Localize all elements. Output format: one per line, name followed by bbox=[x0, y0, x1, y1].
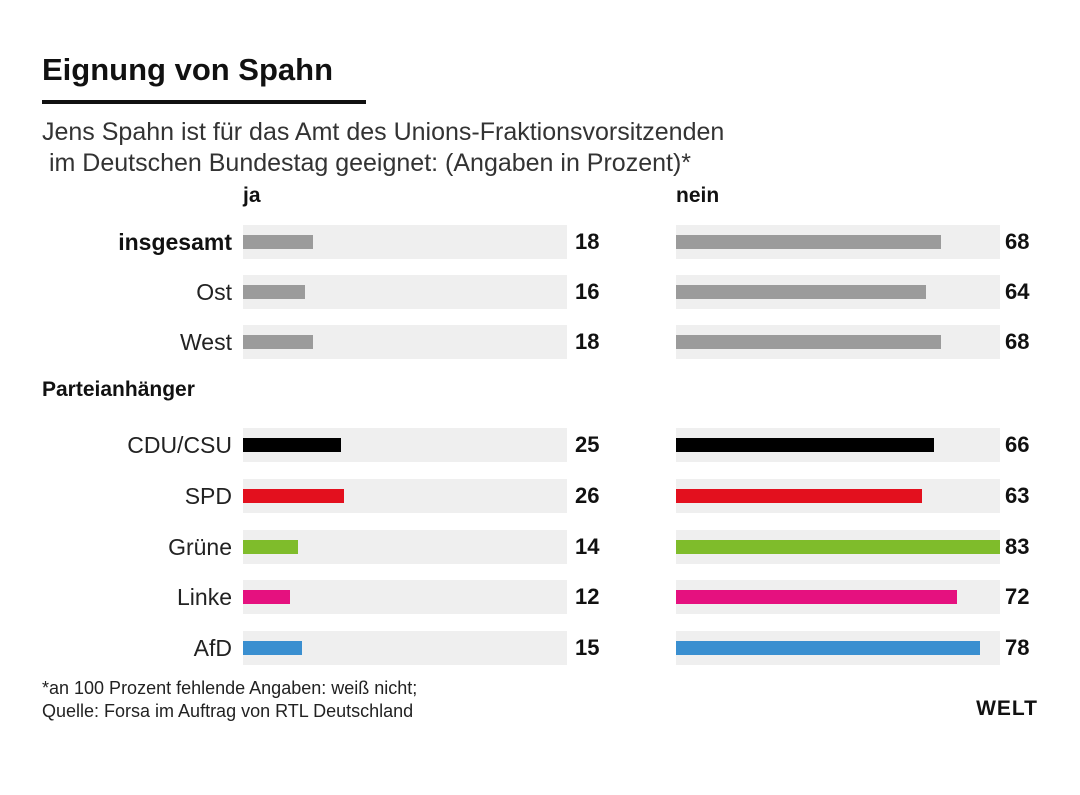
category-label-insgesamt: insgesamt bbox=[118, 229, 232, 255]
bar-track-nein-insgesamt bbox=[676, 225, 1000, 259]
subtitle-line-2: im Deutschen Bundestag geeignet: (Angabe… bbox=[42, 149, 692, 177]
bar-nein-spd bbox=[676, 489, 922, 503]
chart-title: Eignung von Spahn bbox=[42, 52, 334, 87]
welt-logo: WELT bbox=[976, 697, 1038, 720]
bar-nein-cdu-csu bbox=[676, 438, 934, 452]
value-label-nein-insgesamt: 68 bbox=[1005, 229, 1030, 254]
bar-nein-afd bbox=[676, 641, 981, 655]
bar-nein-ost bbox=[676, 285, 926, 299]
category-label-west: West bbox=[180, 329, 232, 355]
value-label-nein-linke: 72 bbox=[1005, 584, 1030, 609]
category-label-linke: Linke bbox=[177, 584, 232, 610]
bar-track-ja-ost bbox=[243, 275, 567, 309]
bar-track-nein-linke bbox=[676, 580, 1000, 614]
value-label-ja-linke: 12 bbox=[575, 584, 600, 609]
footnote: *an 100 Prozent fehlende Angaben: weiß n… bbox=[42, 677, 417, 723]
value-label-nein-cdu-csu: 66 bbox=[1005, 432, 1030, 457]
bar-track-ja-afd bbox=[243, 631, 567, 665]
bar-track-nein-afd bbox=[676, 631, 1000, 665]
bar-ja-cdu-csu bbox=[243, 438, 341, 452]
bar-ja-ost bbox=[243, 285, 306, 299]
category-label-cdu-csu: CDU/CSU bbox=[127, 432, 232, 458]
value-label-ja-afd: 15 bbox=[575, 635, 600, 660]
bar-nein-insgesamt bbox=[676, 235, 942, 249]
category-label-spd: SPD bbox=[184, 483, 232, 509]
bar-ja-spd bbox=[243, 489, 345, 503]
value-label-nein-ost: 64 bbox=[1005, 279, 1030, 304]
value-label-ja-west: 18 bbox=[575, 329, 600, 354]
value-label-nein-afd: 78 bbox=[1005, 635, 1030, 660]
bar-ja-linke bbox=[243, 590, 290, 604]
bar-track-ja-cdu-csu bbox=[243, 428, 567, 462]
bar-track-ja-west bbox=[243, 325, 567, 359]
value-label-ja-grüne: 14 bbox=[575, 534, 600, 559]
chart-subtitle: Jens Spahn ist für das Amt des Unions-Fr… bbox=[42, 117, 724, 179]
value-label-ja-ost: 16 bbox=[575, 279, 600, 304]
bar-nein-grüne bbox=[676, 540, 1000, 554]
bar-track-ja-grüne bbox=[243, 530, 567, 564]
value-label-ja-spd: 26 bbox=[575, 483, 600, 508]
bar-ja-grüne bbox=[243, 540, 298, 554]
value-label-nein-west: 68 bbox=[1005, 329, 1030, 354]
bar-nein-linke bbox=[676, 590, 958, 604]
bar-nein-west bbox=[676, 335, 942, 349]
bar-track-ja-spd bbox=[243, 479, 567, 513]
column-header-ja: ja bbox=[243, 184, 261, 207]
category-label-ost: Ost bbox=[196, 279, 232, 305]
bar-ja-insgesamt bbox=[243, 235, 314, 249]
value-label-ja-insgesamt: 18 bbox=[575, 229, 600, 254]
bar-track-nein-ost bbox=[676, 275, 1000, 309]
value-label-nein-spd: 63 bbox=[1005, 483, 1030, 508]
bar-ja-west bbox=[243, 335, 314, 349]
bar-track-ja-insgesamt bbox=[243, 225, 567, 259]
value-label-ja-cdu-csu: 25 bbox=[575, 432, 600, 457]
section-label-parteianhaenger: Parteianhänger bbox=[42, 378, 195, 401]
subtitle-line-1: Jens Spahn ist für das Amt des Unions-Fr… bbox=[42, 118, 725, 146]
title-underline bbox=[42, 100, 366, 104]
bar-ja-afd bbox=[243, 641, 302, 655]
footnote-line-1: *an 100 Prozent fehlende Angaben: weiß n… bbox=[42, 678, 418, 698]
bar-track-nein-spd bbox=[676, 479, 1000, 513]
column-header-nein: nein bbox=[676, 184, 720, 207]
bar-track-nein-west bbox=[676, 325, 1000, 359]
value-label-nein-grüne: 83 bbox=[1005, 534, 1030, 559]
bar-track-nein-grüne bbox=[676, 530, 1000, 564]
footnote-line-2: Quelle: Forsa im Auftrag von RTL Deutsch… bbox=[42, 701, 414, 721]
category-label-grüne: Grüne bbox=[168, 534, 232, 560]
category-label-afd: AfD bbox=[193, 635, 232, 661]
bar-track-nein-cdu-csu bbox=[676, 428, 1000, 462]
bar-track-ja-linke bbox=[243, 580, 567, 614]
